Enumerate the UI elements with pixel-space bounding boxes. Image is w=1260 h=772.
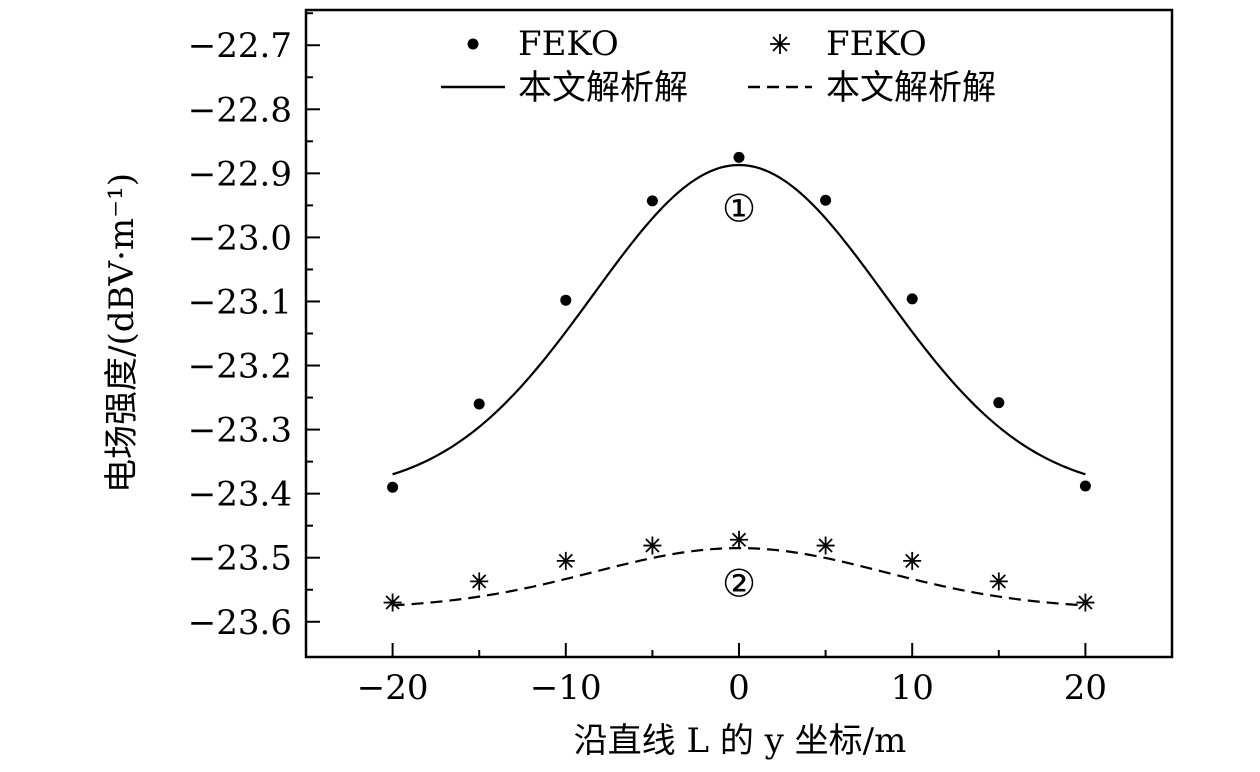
legend-label-analytic-solid: 本文解析解 [518,68,688,108]
y-tick-label: −23.4 [188,475,292,515]
feko-dot-point [473,398,485,410]
y-tick-label: −22.8 [188,90,292,130]
feko-dot-point [993,397,1005,409]
x-tick-labels: −20 −10 0 10 20 [357,668,1107,708]
x-tick-label: 0 [728,668,750,708]
x-tick-label: −10 [530,668,602,708]
feko-star-point [816,536,835,555]
y-tick-label: −23.3 [188,411,292,451]
legend-star-marker [770,34,790,54]
y-tick-labels: −22.7 −22.8 −22.9 −23.0 −23.1 −23.2 −23.3 −23.4… [188,26,292,643]
feko-star-point [643,536,662,555]
plot-frame [304,8,1174,659]
y-tick-label: −23.2 [188,347,292,387]
annotations: ①② [722,187,756,606]
y-tick-label: −23.1 [188,282,292,322]
feko-star-point [903,551,922,570]
legend-label-feko-dots: FEKO [518,24,619,64]
x-tick-label: −20 [357,668,429,708]
feko-star-point [730,530,748,549]
series-points [383,151,1095,612]
y-axis-title: 电场强度/(dBV·m⁻¹) [102,173,142,493]
feko-dot-point [820,194,832,206]
analytic-solid-curve [392,163,1086,476]
axis-ticks [305,12,1173,657]
feko-star-point [470,572,489,591]
curve-annotation: ② [722,561,756,605]
x-axis-title: 沿直线 L 的 y 坐标/m [574,721,907,761]
y-tick-label: −23.0 [188,218,292,258]
feko-dot-point [560,294,572,306]
x-tick-label: 20 [1064,668,1107,708]
legend: FEKO FEKO 本文解析解 本文解析解 [441,24,996,108]
feko-dot-point [387,481,399,493]
feko-dot-point [906,293,918,305]
feko-dot-point [1079,480,1091,492]
feko-star-point [1076,593,1095,612]
feko-dot-point [733,151,745,163]
y-tick-label: −22.9 [188,154,292,194]
legend-label-analytic-dashed: 本文解析解 [826,68,996,108]
legend-label-feko-stars: FEKO [826,24,927,64]
y-tick-label: −23.5 [188,539,292,579]
x-tick-label: 10 [891,668,934,708]
feko-dot-point [646,195,658,207]
feko-star-point [989,572,1008,591]
curve-annotation: ① [722,187,756,231]
y-tick-label: −22.7 [188,26,292,66]
feko-star-point [383,593,402,612]
y-tick-label: −23.6 [188,603,292,643]
legend-dot-marker [467,38,479,50]
feko-star-point [556,551,575,570]
